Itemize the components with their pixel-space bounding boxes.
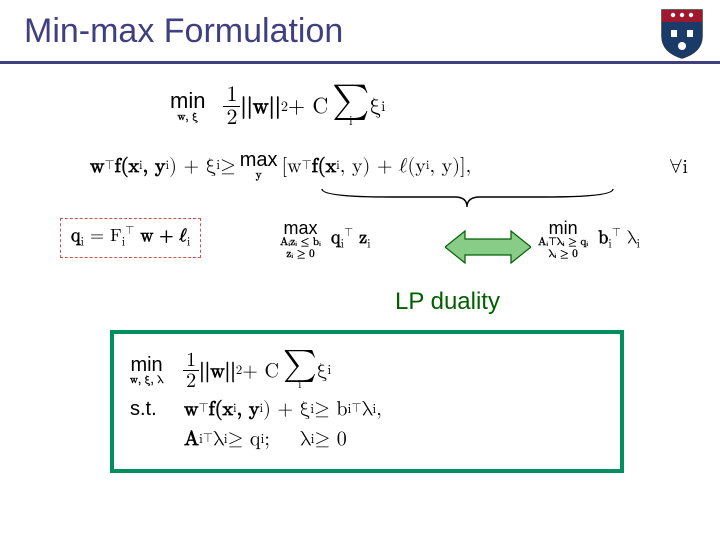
w-plus-ell: w + ℓ bbox=[140, 227, 186, 245]
frac-den: 2 bbox=[223, 106, 240, 129]
plus-c: + C bbox=[288, 94, 328, 120]
close-xi: ) + ξ bbox=[169, 154, 216, 178]
f2-bsup: ⊤ bbox=[351, 401, 361, 417]
norm-pow: 2 bbox=[281, 98, 288, 116]
slide-title-area: Min-max Formulation bbox=[0, 0, 720, 55]
curly-brace-icon bbox=[320, 187, 615, 211]
title-underline bbox=[0, 61, 720, 64]
xi: ξ bbox=[369, 94, 381, 120]
dual-lp: min Aᵢ⊤λᵢ ≥ qᵢ λᵢ ≥ 0 bi⊤ λi bbox=[538, 218, 640, 260]
f3-Asup: ⊤ bbox=[203, 431, 213, 447]
f2-end: , bbox=[376, 397, 382, 421]
w-transpose: ⊤ bbox=[104, 158, 114, 174]
final-frac-den: 2 bbox=[183, 370, 199, 391]
lp-max-qsup: ⊤ bbox=[344, 228, 353, 239]
q-sub: i bbox=[81, 237, 85, 249]
rhs-c: , y) + ℓ(y bbox=[340, 154, 426, 178]
lp-max-z: z bbox=[359, 229, 367, 247]
f3-semi: ; bbox=[264, 427, 270, 451]
f3-A: A bbox=[184, 427, 199, 451]
f2-wt: ⊤ bbox=[198, 401, 208, 417]
max-sub: y bbox=[256, 170, 262, 182]
rhs-close: , y)], bbox=[429, 154, 471, 178]
final-frac-num: 1 bbox=[183, 350, 199, 370]
ell-sub: i bbox=[187, 237, 191, 249]
f2-close: ) + ξ bbox=[263, 397, 310, 421]
double-arrow-icon bbox=[445, 229, 531, 265]
min-op: min bbox=[170, 90, 205, 112]
f2-w: w bbox=[184, 397, 198, 421]
f2-f: f(x bbox=[209, 397, 233, 421]
frac-num: 1 bbox=[223, 84, 240, 106]
f2-geq: ≥ b bbox=[314, 397, 347, 421]
F-sub: i bbox=[122, 237, 126, 249]
eq-F: = F bbox=[90, 227, 122, 245]
lp-max-qsub: i bbox=[340, 238, 344, 250]
lp-duality-label: LP duality bbox=[395, 288, 500, 316]
lp-min-lam: λ bbox=[627, 229, 637, 247]
lp-max-c2: zᵢ ≥ 0 bbox=[286, 249, 314, 261]
qi-definition-box: qi = Fi⊤ w + ℓi bbox=[60, 218, 201, 258]
final-plusc: + C bbox=[242, 359, 279, 383]
constraint-eq2: w⊤ f(xi , yi ) + ξi ≥ max y [w⊤ f(xi , y… bbox=[90, 150, 471, 182]
forall-i: ∀i bbox=[669, 155, 688, 179]
final-xi: ξ bbox=[317, 359, 328, 383]
min-sub: w, ξ bbox=[177, 112, 197, 124]
final-sum-icon: ∑ bbox=[283, 351, 317, 380]
sum-icon: ∑ bbox=[332, 85, 369, 117]
lp-max-zsub: i bbox=[367, 238, 371, 250]
final-row-1: min w, ξ, λ 1 2 ||w||2 + C ∑ i ξi bbox=[130, 350, 604, 391]
f2-c: , y bbox=[237, 397, 260, 421]
lp-min-c1: Aᵢ⊤λᵢ ≥ qᵢ bbox=[538, 237, 588, 249]
f3-geq0: ≥ 0 bbox=[315, 427, 347, 451]
primal-lp: max Aᵢzᵢ ≤ bᵢ zᵢ ≥ 0 qi⊤ zi bbox=[280, 218, 371, 260]
comma-y: , y bbox=[143, 154, 166, 178]
f3-lam: λ bbox=[213, 427, 224, 451]
final-min-op: min bbox=[130, 355, 162, 375]
f3-geq: ≥ q bbox=[228, 427, 261, 451]
rhs-wt: ⊤ bbox=[302, 158, 312, 174]
lp-min-c2: λᵢ ≥ 0 bbox=[549, 249, 578, 261]
f-open: f(x bbox=[115, 154, 139, 178]
lp-min-op: min bbox=[549, 219, 578, 237]
rhs-f: f(x bbox=[312, 154, 336, 178]
penn-shield-logo bbox=[658, 6, 706, 60]
final-row-3: Ai⊤ λi ≥ qi ; λi ≥ 0 bbox=[130, 427, 604, 451]
final-sum-sub: i bbox=[298, 380, 301, 391]
rhs-open: [w bbox=[282, 154, 302, 178]
objective-eq1: min w, ξ 1 2 ||w||2 + C ∑ i ξi bbox=[170, 84, 385, 129]
lp-min-bsub: i bbox=[608, 238, 612, 250]
q-sym: q bbox=[71, 227, 81, 245]
final-formulation-box: min w, ξ, λ 1 2 ||w||2 + C ∑ i ξi s.t. w… bbox=[110, 330, 624, 473]
geq: ≥ bbox=[220, 154, 236, 178]
w-left: w bbox=[90, 154, 104, 178]
final-row-2: s.t. w⊤ f(xi , yi ) + ξi ≥ bi⊤ λi , bbox=[130, 397, 604, 421]
max-op: max bbox=[240, 150, 278, 170]
lp-min-b: b bbox=[598, 229, 608, 247]
final-xisub: i bbox=[327, 362, 331, 379]
sum-sub: i bbox=[349, 116, 353, 128]
lp-min-lsub: i bbox=[637, 238, 641, 250]
f3-lam2: λ bbox=[300, 427, 311, 451]
xi-sub: i bbox=[381, 98, 385, 116]
f2-lam: λ bbox=[362, 397, 373, 421]
lp-min-bsup: ⊤ bbox=[612, 228, 621, 239]
F-sup: ⊤ bbox=[125, 226, 134, 237]
final-norm: ||w|| bbox=[199, 359, 236, 383]
lp-max-c1: Aᵢzᵢ ≤ bᵢ bbox=[280, 237, 321, 249]
final-min-sub: w, ξ, λ bbox=[130, 375, 163, 387]
slide-title: Min-max Formulation bbox=[24, 12, 720, 51]
st-label: s.t. bbox=[130, 398, 184, 421]
lp-max-op: max bbox=[283, 219, 317, 237]
norm-w: ||w|| bbox=[240, 94, 280, 120]
